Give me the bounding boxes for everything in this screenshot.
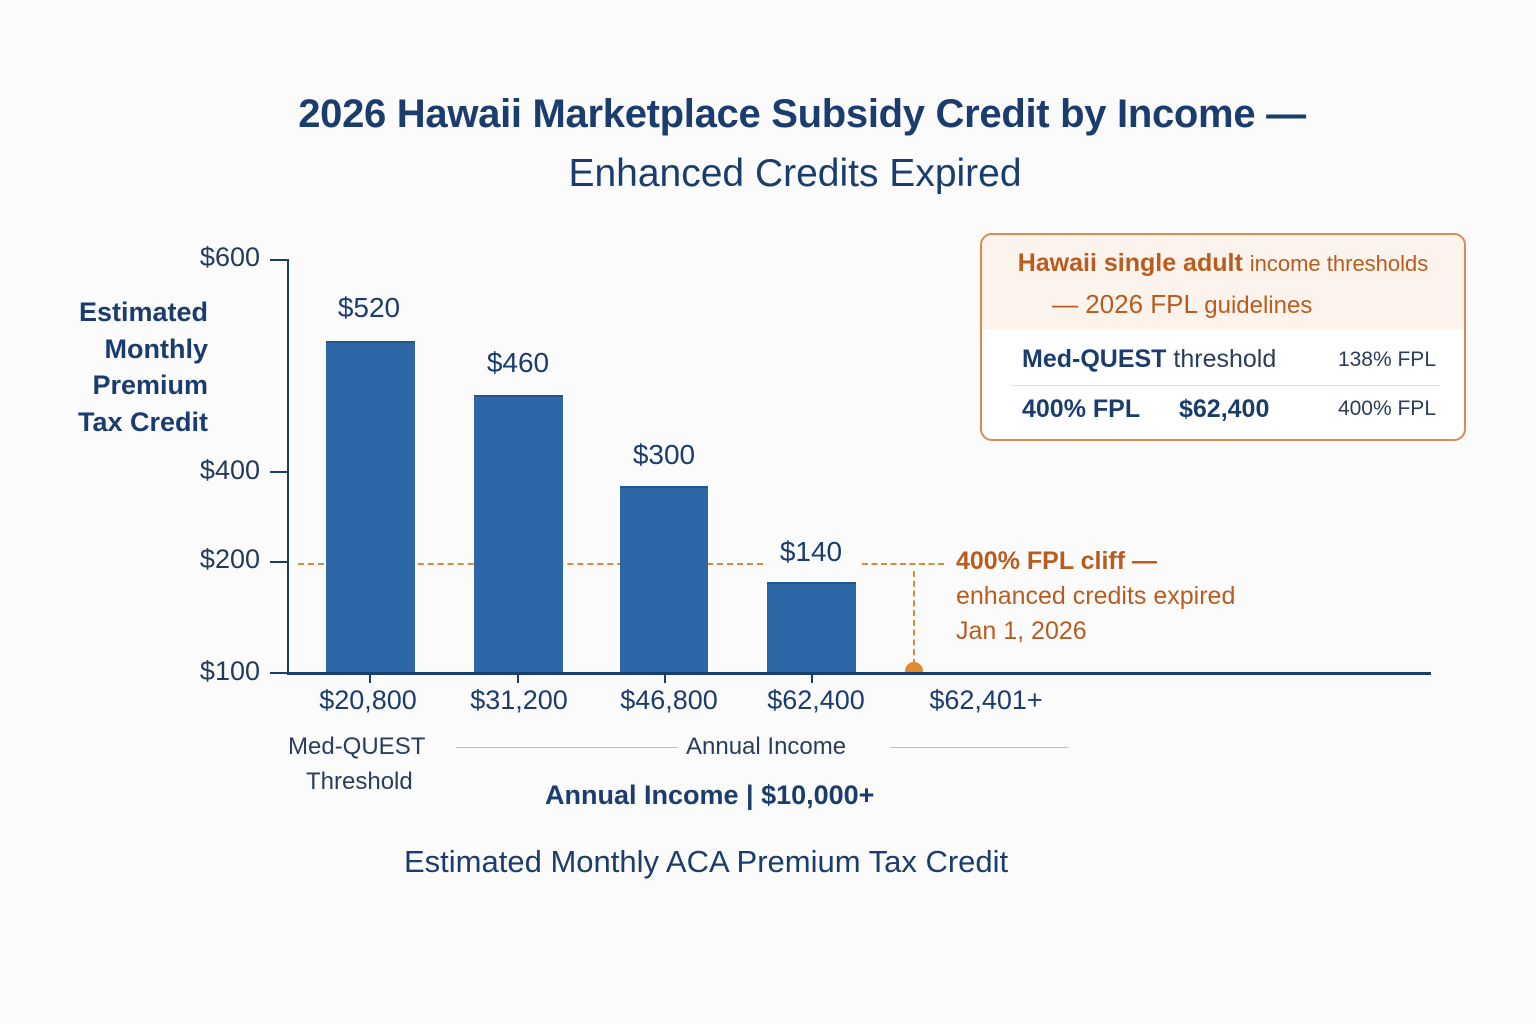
bar-value-label: $140 [779, 536, 843, 567]
annual-income-sublabel: Annual Income [686, 733, 847, 760]
legend-title: Hawaii single adult income thresholds [982, 249, 1464, 278]
bar-31200[interactable] [474, 395, 563, 673]
y-tick-label: $400 [199, 455, 260, 485]
legend-row-med-quest: Med-QUEST threshold 138% FPL [1022, 345, 1436, 385]
bar-46800[interactable] [620, 486, 708, 673]
y-axis-label-line: Estimated [78, 297, 208, 327]
legend-header: Hawaii single adult income thresholds — … [982, 235, 1464, 329]
y-tick-mark [270, 471, 288, 473]
threshold-label: Threshold [306, 768, 413, 795]
sublabel-rule-right [890, 747, 1068, 748]
legend-subtitle-rest: guidelines [1204, 292, 1313, 319]
x-tick-label: $20,800 [319, 685, 417, 715]
y-axis-label-line: Premium [92, 370, 208, 400]
legend-fpl-percent: 400% FPL [1337, 397, 1436, 420]
legend-key: 400% FPL [1022, 395, 1140, 424]
legend-subtitle: — 2026 FPL guidelines [1052, 289, 1312, 320]
legend-key-bold: Med-QUEST [1022, 345, 1167, 373]
chart-title: 2026 Hawaii Marketplace Subsidy Credit b… [298, 92, 1306, 136]
x-axis-line [287, 672, 1431, 675]
chart-subtitle: Enhanced Credits Expired [568, 152, 1022, 195]
x-axis-title: Annual Income | $10,000+ [545, 780, 875, 810]
cliff-annotation-title: 400% FPL cliff — [956, 547, 1157, 575]
x-tick-mark [369, 674, 371, 683]
x-tick-label: $31,200 [470, 685, 568, 715]
y-axis-label: Estimated Monthly Premium Tax Credit [40, 294, 208, 440]
y-tick-mark [270, 672, 288, 674]
bar-value-label: $300 [632, 439, 696, 470]
cliff-marker-dot [905, 662, 923, 672]
y-tick-label: $200 [199, 544, 260, 574]
legend-box: Hawaii single adult income thresholds — … [980, 233, 1466, 441]
sublabel-rule-left [456, 747, 678, 748]
y-tick-mark [270, 561, 288, 563]
x-tick-mark [811, 674, 813, 683]
legend-key-rest: threshold [1173, 345, 1277, 373]
y-tick-label: $100 [199, 656, 260, 686]
legend-divider [1010, 385, 1440, 386]
y-tick-label: $600 [199, 242, 260, 272]
bar-value-label: $520 [337, 292, 401, 323]
bar-20800[interactable] [326, 341, 415, 673]
x-tick-label: $62,401+ [929, 685, 1043, 715]
x-tick-label: $46,800 [620, 685, 718, 715]
bar-62400[interactable] [767, 582, 856, 673]
legend-value: $62,400 [1179, 395, 1270, 423]
cliff-annotation-date: Jan 1, 2026 [956, 617, 1087, 645]
x-tick-mark [664, 674, 666, 683]
legend-subtitle-main: — 2026 FPL [1052, 289, 1198, 319]
y-tick-mark [270, 259, 288, 261]
x-tick-label: $62,400 [767, 685, 865, 715]
legend-title-bold: Hawaii single adult [1017, 249, 1243, 277]
med-quest-label: Med-QUEST [288, 733, 426, 760]
legend-row-400-fpl: 400% FPL $62,400 400% FPL [1022, 395, 1436, 435]
x-tick-mark [517, 674, 519, 683]
legend-fpl-percent: 138% FPL [1337, 348, 1436, 371]
reference-line-200-right [862, 563, 944, 565]
cliff-marker-line [913, 571, 915, 665]
y-axis-label-line: Tax Credit [77, 406, 208, 437]
legend-key-bold: 400% FPL [1022, 395, 1141, 423]
legend-key: Med-QUEST threshold [1022, 345, 1276, 374]
y-axis-line [287, 259, 289, 673]
legend-title-rest: income thresholds [1249, 251, 1429, 276]
y-axis-label-line: Monthly [104, 333, 208, 364]
cliff-annotation-line: enhanced credits expired [956, 582, 1236, 610]
bar-value-label: $460 [486, 347, 550, 378]
chart-caption: Estimated Monthly ACA Premium Tax Credit [404, 844, 1009, 879]
